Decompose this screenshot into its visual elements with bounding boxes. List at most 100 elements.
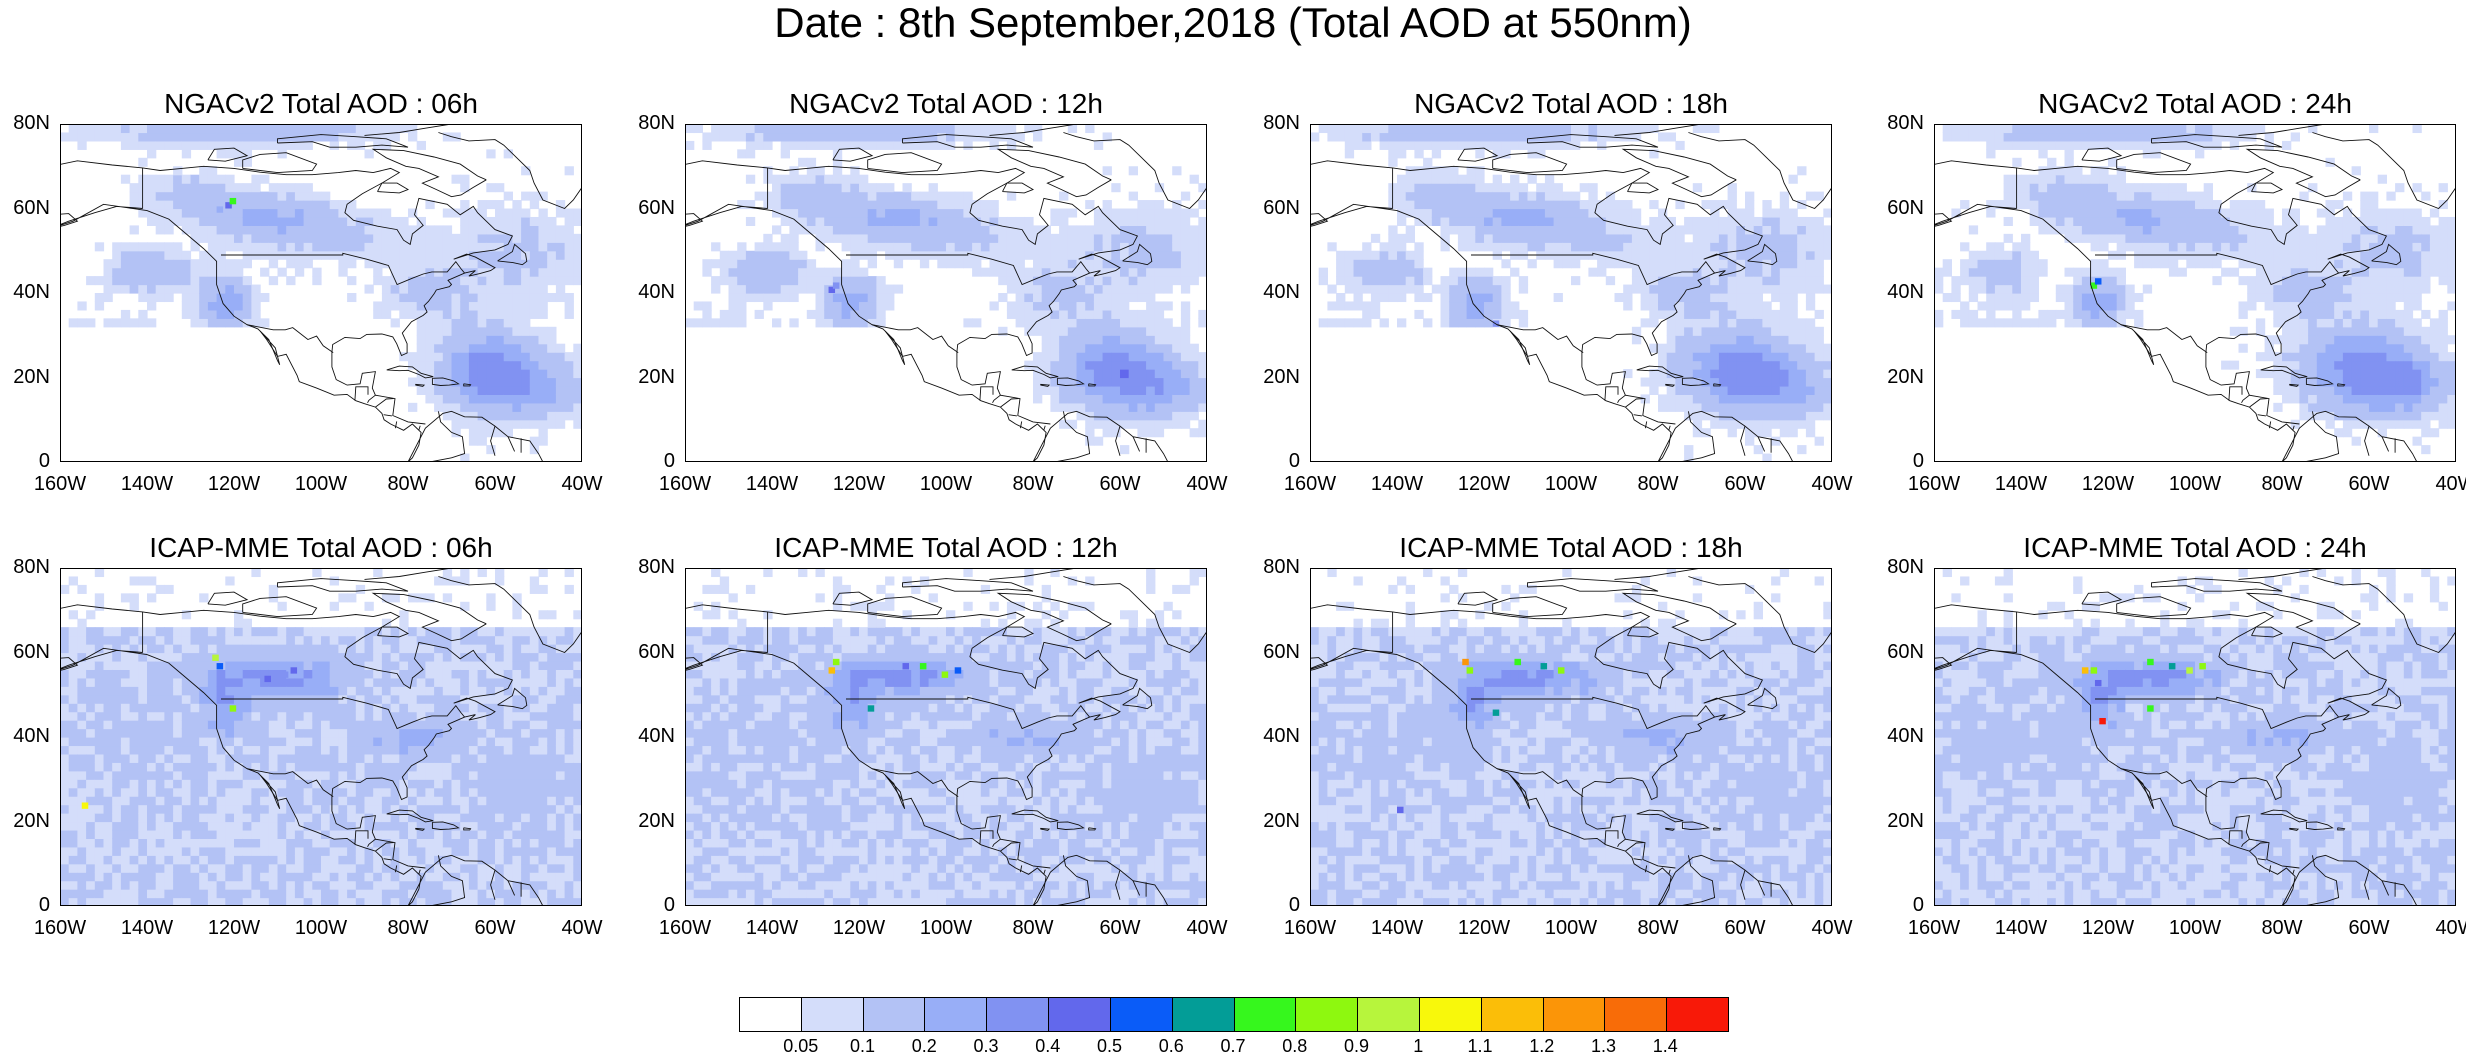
aod-hotspot [1557, 667, 1565, 674]
lon-tick-label: 120W [2081, 473, 2135, 495]
lat-tick-label: 20N [638, 365, 675, 388]
colorbar-swatch [1110, 998, 1173, 1031]
aod-hotspot [919, 663, 927, 670]
lon-tick-label: 140W [1370, 473, 1424, 495]
lon-tick-label: 160W [1283, 917, 1337, 939]
colorbar-swatch [801, 998, 864, 1031]
colorbar-label: 0.6 [1158, 1036, 1184, 1056]
map-area [1310, 568, 1832, 906]
lon-tick-label: 160W [33, 473, 87, 495]
aod-field-map [60, 124, 582, 462]
map-panel: ICAP-MME Total AOD : 06h 80N 60N 40N 20N 0 160… [0, 532, 602, 976]
aod-hotspot [2186, 667, 2193, 674]
lon-tick-label: 80W [1637, 917, 1679, 939]
lon-tick-label: 120W [1457, 917, 1511, 939]
lat-tick-label: 80N [638, 556, 675, 578]
colorbar-label: 1.1 [1467, 1036, 1493, 1056]
aod-hotspot [81, 802, 89, 809]
aod-field-cells [60, 568, 582, 906]
aod-field-cells [685, 124, 1207, 455]
colorbar-swatch [1172, 998, 1235, 1031]
aod-field-map [1310, 568, 1832, 906]
lon-tick-label: 60W [2348, 917, 2390, 939]
lon-tick-label: 100W [2168, 917, 2222, 939]
colorbar-label: 1.2 [1529, 1036, 1555, 1056]
lon-tick-label: 140W [745, 473, 799, 495]
lat-tick-label: 40N [13, 725, 50, 747]
lon-tick-label: 60W [1099, 917, 1141, 939]
figure-title: Date : 8th September,2018 (Total AOD at … [774, 0, 1692, 46]
lat-tick-label: 60N [638, 640, 675, 663]
lat-tick-label: 60N [1887, 196, 1924, 219]
aod-hotspot [229, 705, 237, 712]
map-panel: ICAP-MME Total AOD : 18h 80N 60N 40N 20N 0 160… [1250, 532, 1852, 976]
lon-tick-label: 40W [2435, 473, 2466, 495]
map-panel: NGACv2 Total AOD : 24h 80N 60N 40N 20N 0 160W 1… [1874, 88, 2466, 532]
map-area [685, 568, 1207, 906]
colorbar [739, 997, 1729, 1032]
lat-tick-label: 60N [13, 640, 50, 663]
lon-tick-label: 160W [658, 917, 712, 939]
lat-tick-label: 60N [1263, 196, 1300, 219]
lat-tick-label: 0 [38, 894, 50, 916]
colorbar-label: 1.3 [1590, 1036, 1617, 1056]
colorbar-swatch [1481, 998, 1544, 1031]
colorbar-swatch [1296, 998, 1359, 1031]
lat-tick-label: 20N [1887, 365, 1924, 388]
lat-tick-label: 80N [638, 112, 675, 134]
lon-tick-label: 160W [1907, 473, 1961, 495]
colorbar-label: 0.5 [1096, 1036, 1123, 1056]
aod-hotspot [2081, 667, 2089, 674]
map-area [1310, 124, 1832, 462]
lon-tick-label: 120W [1457, 473, 1511, 495]
map-panel: NGACv2 Total AOD : 12h 80N 60N 40N 20N 0 160W 1… [625, 88, 1227, 532]
colorbar-label: 0.4 [1035, 1036, 1061, 1056]
aod-hotspot [2168, 663, 2176, 670]
aod-field-map [685, 124, 1207, 462]
lon-tick-label: 40W [1186, 917, 1228, 939]
coastlines [1310, 568, 1832, 906]
colorbar-label: 0.2 [911, 1036, 937, 1056]
map-panel: NGACv2 Total AOD : 18h 80N 60N 40N 20N 0 160W 1… [1250, 88, 1852, 532]
aod-field-cells [685, 568, 1207, 906]
lon-tick-label: 60W [1724, 917, 1766, 939]
lat-tick-label: 0 [1288, 894, 1300, 916]
aod-hotspot [867, 705, 875, 712]
lat-tick-label: 80N [13, 556, 50, 578]
lat-tick-label: 60N [13, 196, 50, 219]
panel-title: ICAP-MME Total AOD : 06h [149, 532, 493, 563]
lon-tick-label: 100W [294, 473, 348, 495]
lon-tick-label: 60W [474, 917, 516, 939]
lon-tick-label: 140W [1994, 917, 2048, 939]
aod-hotspot [2147, 705, 2154, 712]
lat-tick-label: 80N [1263, 556, 1300, 578]
aod-hotspot [1462, 658, 1469, 666]
aod-hotspot [1540, 663, 1548, 670]
lon-tick-label: 160W [1283, 473, 1337, 495]
colorbar-label: 1.4 [1652, 1036, 1678, 1056]
lat-tick-label: 40N [638, 725, 675, 747]
aod-hotspot [229, 197, 237, 205]
lat-tick-label: 80N [1887, 556, 1924, 578]
lat-tick-label: 60N [1887, 640, 1924, 663]
colorbar-swatch [863, 998, 926, 1031]
colorbar-swatch [1234, 998, 1297, 1031]
panel-title: ICAP-MME Total AOD : 12h [774, 532, 1118, 563]
aod-hotspot [941, 671, 949, 678]
lon-tick-label: 80W [387, 473, 429, 495]
lat-tick-label: 0 [663, 450, 675, 472]
map-area [60, 124, 582, 462]
panel-title: NGACv2 Total AOD : 24h [2038, 88, 2352, 119]
lon-tick-label: 80W [1012, 473, 1054, 495]
coastlines [1934, 124, 2456, 462]
panel-title: NGACv2 Total AOD : 06h [164, 88, 478, 119]
aod-hotspot [2090, 667, 2098, 674]
aod-field-cells [60, 124, 582, 462]
aod-hotspot [828, 286, 836, 293]
lon-tick-label: 100W [1544, 473, 1598, 495]
lon-tick-label: 160W [1907, 917, 1961, 939]
lon-tick-label: 120W [832, 473, 886, 495]
aod-hotspot [1514, 658, 1521, 666]
map-area [60, 568, 582, 906]
colorbar-swatch [1543, 998, 1606, 1031]
